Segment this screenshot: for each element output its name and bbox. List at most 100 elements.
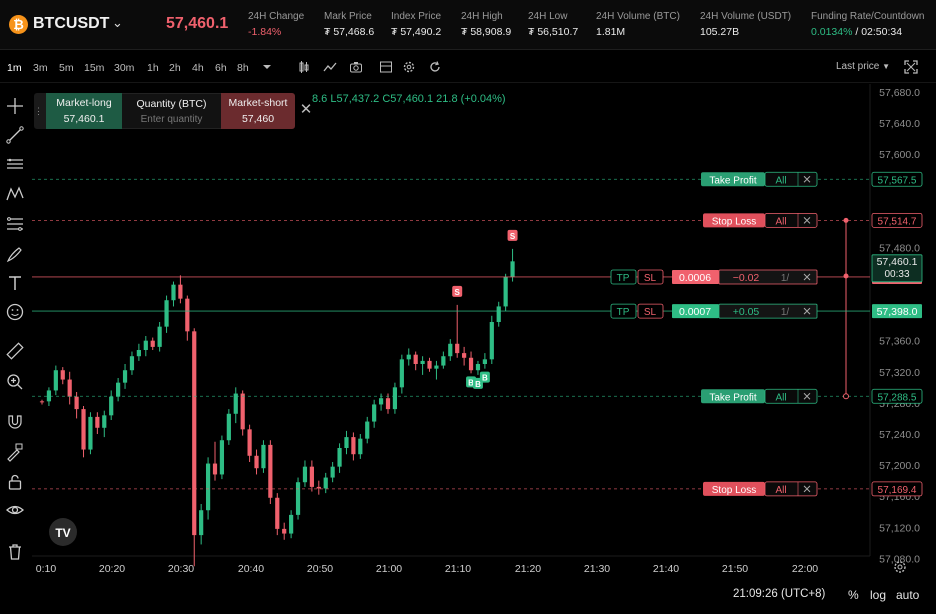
- trash-icon[interactable]: [5, 542, 25, 562]
- candle-body[interactable]: [199, 510, 204, 536]
- candle-body[interactable]: [282, 528, 287, 534]
- candle-body[interactable]: [53, 370, 58, 391]
- candle-body[interactable]: [39, 401, 45, 403]
- timeframe-8h[interactable]: 8h: [237, 62, 249, 74]
- candle-body[interactable]: [219, 440, 225, 475]
- market-short-button[interactable]: Market-short 57,460: [221, 93, 295, 129]
- candle-body[interactable]: [46, 390, 52, 402]
- candle-body[interactable]: [116, 382, 121, 397]
- trendline-icon[interactable]: [5, 125, 25, 145]
- timeframe-5m[interactable]: 5m: [59, 62, 74, 74]
- candle-body[interactable]: [150, 340, 155, 347]
- take-profit-tag[interactable]: [701, 172, 765, 187]
- timeframe-15m[interactable]: 15m: [84, 62, 105, 74]
- candle-body[interactable]: [295, 482, 301, 515]
- timeframe-3m[interactable]: 3m: [33, 62, 48, 74]
- candle-body[interactable]: [302, 466, 308, 483]
- quantity-input[interactable]: Enter quantity: [140, 114, 203, 125]
- candle-body[interactable]: [365, 421, 370, 439]
- trade-marker-sell[interactable]: [452, 285, 463, 297]
- candle-body[interactable]: [489, 322, 494, 360]
- magnet-icon[interactable]: [5, 412, 25, 432]
- candle-body[interactable]: [316, 486, 321, 489]
- candle-body[interactable]: [503, 276, 508, 307]
- range-handle[interactable]: [843, 273, 849, 279]
- candle-body[interactable]: [74, 396, 79, 410]
- candle-body[interactable]: [323, 477, 328, 489]
- candle-body[interactable]: [143, 340, 148, 350]
- close-icon[interactable]: ✕: [299, 101, 313, 118]
- candle-body[interactable]: [399, 359, 404, 388]
- candle-body[interactable]: [496, 306, 501, 322]
- candle-body[interactable]: [441, 356, 446, 366]
- candle-body[interactable]: [205, 463, 211, 511]
- candle-body[interactable]: [468, 357, 474, 371]
- candle-body[interactable]: [275, 497, 280, 529]
- candle-body[interactable]: [129, 356, 135, 371]
- chart-settings-icon[interactable]: [894, 561, 906, 573]
- timeframe-2h[interactable]: 2h: [169, 62, 181, 74]
- timeframe-1h[interactable]: 1h: [147, 62, 159, 74]
- price-source-select[interactable]: Last price ▼: [836, 61, 890, 72]
- lock-drawing-icon[interactable]: [5, 442, 25, 462]
- candle-body[interactable]: [455, 343, 460, 354]
- candle-body[interactable]: [378, 398, 384, 405]
- candle-body[interactable]: [67, 379, 72, 397]
- close-icon[interactable]: [803, 485, 811, 493]
- refresh-icon[interactable]: [428, 60, 442, 74]
- price-chart[interactable]: 57,680.0 57,640.0 57,600.0 57,480.0 57,360.0…: [32, 84, 936, 614]
- candle-body[interactable]: [385, 398, 391, 410]
- close-position-icon[interactable]: [803, 307, 811, 315]
- lock-icon[interactable]: [5, 472, 25, 492]
- timeframe-6h[interactable]: 6h: [215, 62, 227, 74]
- quantity-field[interactable]: Quantity (BTC) Enter quantity: [122, 93, 221, 129]
- layout-icon[interactable]: [379, 60, 393, 74]
- candle-body[interactable]: [60, 370, 65, 380]
- timeframe-1m[interactable]: 1m: [7, 62, 22, 74]
- candle-body[interactable]: [344, 437, 349, 448]
- fib-icon[interactable]: [5, 214, 25, 234]
- candle-body[interactable]: [233, 393, 238, 414]
- candle-body[interactable]: [240, 393, 245, 430]
- auto-scale-toggle[interactable]: auto: [896, 588, 920, 602]
- candle-body[interactable]: [247, 429, 252, 456]
- candle-body[interactable]: [254, 455, 259, 469]
- candle-body[interactable]: [81, 409, 86, 450]
- stop-loss-tag[interactable]: [703, 481, 765, 496]
- candle-body[interactable]: [212, 463, 218, 475]
- candle-body[interactable]: [462, 353, 467, 358]
- eye-icon[interactable]: [5, 500, 25, 520]
- candle-body[interactable]: [289, 514, 294, 534]
- timeframe-4h[interactable]: 4h: [192, 62, 204, 74]
- candle-body[interactable]: [164, 300, 169, 327]
- indicators-icon[interactable]: [323, 60, 337, 74]
- crosshair-icon[interactable]: [5, 96, 25, 116]
- sl-button[interactable]: [637, 303, 664, 319]
- candle-body[interactable]: [420, 360, 425, 364]
- candle-body[interactable]: [358, 438, 363, 455]
- candle-body[interactable]: [102, 415, 107, 428]
- candle-body[interactable]: [178, 284, 183, 299]
- range-handle[interactable]: [843, 393, 849, 400]
- range-handle[interactable]: [843, 217, 849, 223]
- text-icon[interactable]: [5, 273, 25, 293]
- take-profit-tag[interactable]: [701, 389, 765, 404]
- candle-body[interactable]: [392, 387, 398, 410]
- candle-body[interactable]: [157, 326, 162, 347]
- candle-body[interactable]: [136, 350, 141, 357]
- brush-icon[interactable]: [5, 244, 25, 264]
- candle-body[interactable]: [413, 354, 418, 364]
- percent-scale-toggle[interactable]: %: [848, 588, 859, 602]
- candle-body[interactable]: [261, 444, 266, 469]
- close-icon[interactable]: [803, 216, 811, 224]
- timeframe-30m[interactable]: 30m: [114, 62, 135, 74]
- screenshot-icon[interactable]: [349, 60, 363, 74]
- tp-button[interactable]: [610, 303, 637, 319]
- close-position-icon[interactable]: [803, 273, 811, 281]
- candle-body[interactable]: [475, 364, 481, 371]
- emoji-icon[interactable]: [5, 302, 25, 322]
- candle-body[interactable]: [226, 413, 231, 441]
- candle-body[interactable]: [510, 261, 515, 277]
- drag-handle-icon[interactable]: ⋮⋮: [34, 93, 52, 129]
- candle-body[interactable]: [351, 437, 356, 455]
